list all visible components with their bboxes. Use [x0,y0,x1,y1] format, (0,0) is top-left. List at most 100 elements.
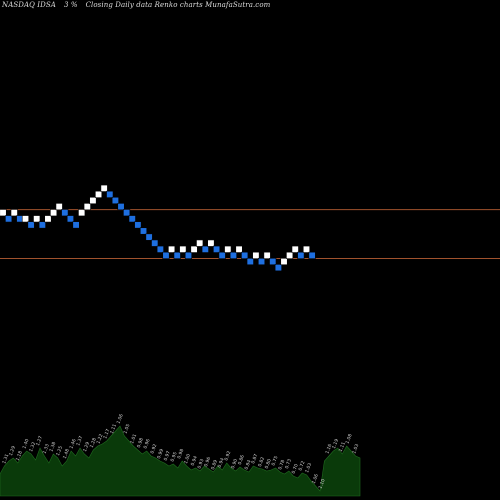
volume-label-20: 1.01 [129,433,138,445]
renko-brick-35 [190,245,198,253]
volume-label-1: 1.31 [1,453,10,465]
volume-label-44: 0.70 [291,463,300,475]
volume-label-16: 1.17 [102,428,111,440]
renko-brick-12 [61,209,69,217]
volume-label-24: 0.99 [156,448,165,460]
volume-label-7: 1.33 [42,443,51,455]
volume-area [0,425,361,497]
volume-label-46: 1.03 [304,462,313,474]
renko-brick-48 [263,251,271,259]
renko-brick-42 [229,251,237,259]
volume-label-43: 0.73 [284,458,293,470]
volume-label-42: 0.78 [277,459,286,471]
volume-label-48: 1.10 [318,478,327,490]
renko-brick-34 [184,251,193,259]
volume-label-40: 0.80 [264,458,273,470]
renko-brick-47 [257,257,266,266]
volume-label-32: 0.89 [210,459,219,471]
renko-brick-15 [78,209,86,217]
volume-label-14: 1.28 [89,437,98,449]
volume-label-12: 1.37 [75,435,84,447]
volume-label-33: 0.94 [217,457,226,469]
renko-brick-25 [134,221,142,229]
renko-brick-55 [302,245,311,253]
renko-brick-11 [55,203,63,211]
volume-label-10: 1.48 [62,448,71,460]
volume-label-30: 0.93 [196,458,205,470]
renko-brick-33 [179,245,187,253]
volume-label-19: 1.05 [122,423,131,435]
renko-brick-49 [269,257,277,266]
volume-label-53: 1.03 [351,443,360,455]
renko-brick-29 [156,245,164,253]
renko-brick-13 [66,215,74,223]
renko-brick-23 [123,209,131,217]
volume-label-49: 1.16 [324,443,333,455]
renko-brick-21 [111,196,119,205]
renko-brick-52 [286,251,294,259]
renko-brick-41 [224,245,232,253]
renko-brick-39 [213,245,221,253]
volume-label-21: 0.98 [136,437,145,449]
renko-brick-16 [83,203,91,211]
volume-label-9: 1.25 [55,445,64,457]
volume-fill [0,425,361,497]
renko-brick-30 [162,251,170,259]
reference-lines [0,209,500,259]
renko-brick-44 [241,251,249,259]
volume-label-29: 0.94 [190,455,199,467]
volume-label-18: 1.06 [116,413,125,425]
renko-brick-38 [207,239,215,247]
renko-brick-32 [173,251,181,259]
renko-bricks [0,184,316,272]
renko-brick-51 [280,257,288,266]
volume-label-3: 1.18 [15,450,24,462]
renko-brick-17 [89,196,97,205]
renko-brick-2 [5,215,13,223]
renko-brick-14 [72,221,80,229]
volume-label-23: 0.92 [149,443,158,455]
renko-brick-20 [106,190,114,198]
renko-brick-7 [33,215,41,223]
renko-brick-19 [100,184,108,192]
volume-label-34: 0.92 [223,450,232,462]
renko-brick-26 [139,227,148,235]
volume-label-6: 1.27 [35,435,44,447]
renko-brick-22 [117,203,125,211]
volume-label-38: 0.87 [250,453,259,465]
renko-brick-10 [50,209,58,217]
volume-label-52: 1.08 [345,433,354,445]
volume-label-2: 1.29 [8,445,17,457]
renko-brick-3 [10,209,18,217]
renko-brick-36 [196,239,204,247]
volume-label-22: 0.96 [143,438,152,450]
volume-label-28: 1.00 [183,453,192,465]
volume-label-47: 1.06 [311,473,320,485]
volume-label-4: 1.40 [21,438,30,450]
renko-brick-18 [94,190,103,198]
volume-label-45: 0.72 [297,460,306,472]
volume-labels: 1.311.291.181.401.321.271.331.381.251.48… [1,413,360,490]
renko-brick-50 [274,264,282,272]
volume-label-50: 1.19 [331,438,340,450]
renko-brick-43 [235,245,243,253]
renko-brick-53 [291,245,299,253]
renko-brick-37 [201,245,209,253]
renko-brick-27 [145,233,153,241]
renko-brick-40 [218,251,226,259]
volume-label-15: 1.22 [95,433,104,445]
volume-label-41: 0.75 [270,455,279,467]
renko-brick-9 [44,215,52,223]
volume-label-27: 0.98 [176,448,185,460]
volume-label-39: 0.82 [257,456,266,468]
renko-brick-46 [252,251,260,259]
change-label: 3 % [63,1,78,9]
renko-brick-56 [308,251,316,259]
chart-description: Closing Daily data Renko charts MunafaSu… [85,1,271,9]
volume-label-11: 1.46 [69,438,78,450]
chart-header: NASDAQ IDSA 3 % Closing Daily data Renko c… [2,1,278,9]
renko-brick-6 [27,221,35,229]
renko-brick-5 [21,215,30,223]
renko-brick-54 [297,251,305,259]
